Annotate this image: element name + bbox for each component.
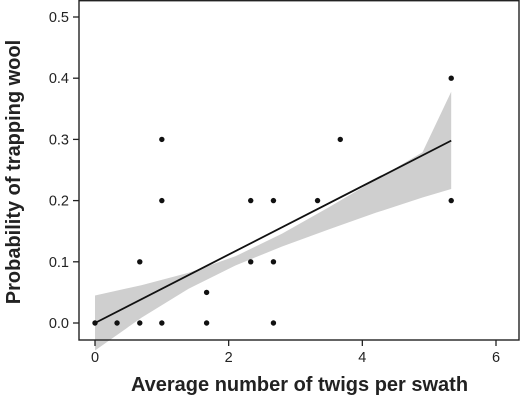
data-point (270, 197, 277, 204)
y-tick-label: 0.0 (49, 316, 69, 332)
data-point (159, 197, 165, 204)
y-tick-label: 0.1 (49, 255, 69, 271)
points-layer (92, 75, 454, 326)
y-tick-label: 0.2 (49, 194, 69, 210)
data-point (159, 136, 165, 143)
x-tick-label: 4 (358, 350, 366, 366)
x-axis-title: Average number of twigs per swath (131, 374, 468, 396)
y-tick-label: 0.5 (49, 10, 69, 26)
confidence-band (95, 91, 452, 351)
data-point (270, 320, 277, 326)
data-point (159, 320, 165, 326)
fit-line-layer (94, 139, 452, 324)
data-point (337, 136, 343, 143)
data-point (248, 197, 254, 204)
x-tick-label: 2 (225, 350, 233, 366)
data-point (137, 320, 143, 326)
y-tick-label: 0.4 (49, 71, 69, 87)
x-tick-label: 0 (91, 350, 99, 366)
data-point (203, 320, 210, 326)
axes-layer: 0 2 4 6 0.0 0.1 0.2 0.3 0.4 0.5 (49, 10, 500, 366)
data-point (203, 289, 210, 296)
data-point (270, 259, 277, 265)
data-point (114, 320, 120, 326)
y-axis-title: Probability of trapping wool (3, 40, 25, 304)
confidence-band-layer (95, 91, 452, 351)
fit-line (94, 139, 452, 324)
data-point (248, 259, 254, 265)
data-point (92, 320, 98, 326)
data-point (448, 197, 454, 204)
data-point (137, 259, 143, 265)
data-point (448, 75, 454, 81)
y-tick-label: 0.3 (49, 132, 69, 148)
plot-frame (78, 0, 520, 341)
data-point (314, 197, 321, 204)
x-tick-label: 6 (492, 350, 500, 366)
